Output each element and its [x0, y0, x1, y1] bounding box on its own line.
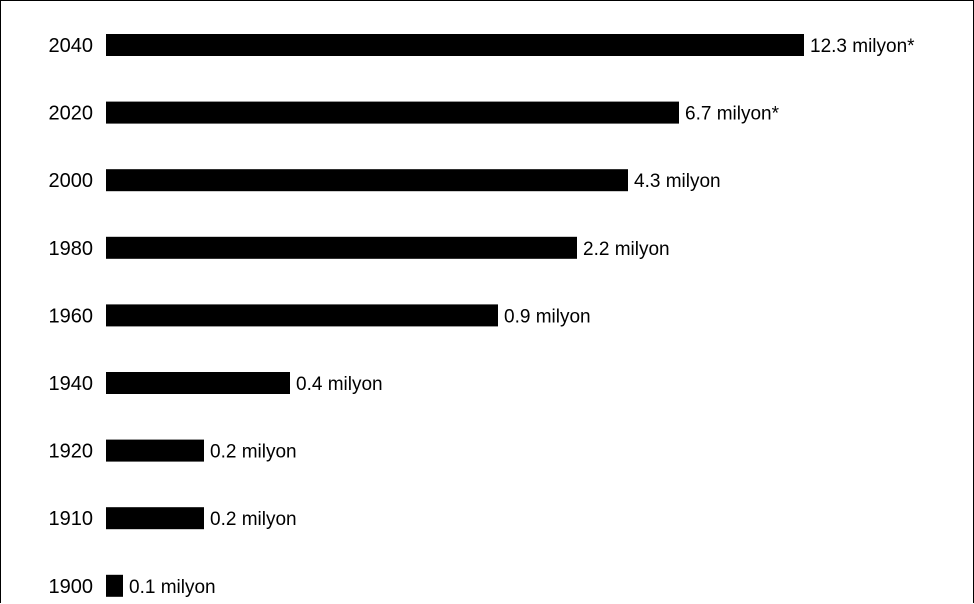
value-label-1980: 2.2 milyon [583, 239, 670, 260]
category-label-1900: 1900 [49, 576, 94, 598]
value-label-2020: 6.7 milyon* [685, 104, 780, 125]
category-label-1910: 1910 [49, 508, 94, 530]
category-label-1980: 1980 [49, 238, 94, 260]
value-label-2000: 4.3 milyon [634, 171, 721, 192]
category-label-1960: 1960 [49, 305, 94, 327]
value-label-1940: 0.4 milyon [296, 374, 383, 395]
bar-2020 [106, 101, 679, 124]
value-label-1900: 0.1 milyon [129, 577, 216, 598]
bar-2040 [106, 34, 804, 56]
bar-1940 [106, 372, 290, 394]
value-label-2040: 12.3 milyon* [810, 36, 915, 57]
value-label-1910: 0.2 milyon [210, 509, 297, 530]
category-label-1940: 1940 [49, 373, 94, 395]
bar-2000 [106, 169, 628, 192]
category-label-2020: 2020 [49, 103, 94, 125]
category-label-1920: 1920 [49, 441, 94, 463]
bar-1980 [106, 236, 577, 259]
bar-1960 [106, 304, 498, 327]
value-label-1920: 0.2 milyon [210, 442, 297, 463]
category-label-2000: 2000 [49, 170, 94, 192]
bar-1910 [106, 507, 204, 530]
category-label-2040: 2040 [49, 35, 94, 57]
bar-1900 [106, 574, 123, 597]
value-label-1960: 0.9 milyon [504, 306, 591, 327]
bar-1920 [106, 439, 204, 462]
